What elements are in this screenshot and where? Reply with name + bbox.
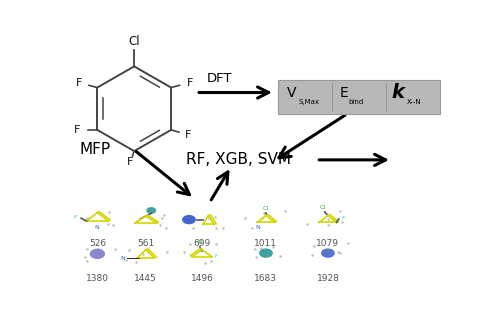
Text: F: F [76,77,82,87]
Text: Cl: Cl [320,205,326,210]
Text: MFP: MFP [80,143,111,157]
Circle shape [147,208,156,213]
Text: F: F [186,77,193,87]
Text: Cl: Cl [263,206,269,211]
Text: Cl: Cl [197,240,203,245]
Text: 1079: 1079 [316,239,340,248]
Text: S,Max: S,Max [299,99,320,105]
Circle shape [260,249,272,257]
Text: Cl: Cl [128,35,140,48]
Text: N: N [94,226,98,230]
Text: F: F [186,130,192,140]
Text: 1445: 1445 [134,274,157,283]
Text: F: F [342,216,345,221]
Text: 699: 699 [194,239,210,248]
Text: 1380: 1380 [86,274,109,283]
Text: F: F [214,254,218,259]
Text: X--N: X--N [406,99,421,105]
Circle shape [90,249,104,258]
Text: N: N [120,256,126,260]
Text: bind: bind [349,99,364,105]
Text: DFT: DFT [206,72,232,85]
Text: 1683: 1683 [254,274,278,283]
Text: 561: 561 [137,239,154,248]
Text: 1928: 1928 [316,274,340,283]
Text: E: E [340,86,348,100]
Text: k: k [392,83,405,102]
Circle shape [183,215,195,224]
Text: F: F [74,125,80,135]
Text: F: F [74,215,78,220]
Text: F: F [127,157,134,167]
Text: 526: 526 [89,239,106,248]
Circle shape [322,249,334,257]
Bar [278,80,440,114]
Text: 1011: 1011 [254,239,278,248]
Text: N: N [255,225,260,230]
Text: 1496: 1496 [190,274,214,283]
Text: V: V [287,86,297,100]
Text: RF, XGB, SVM: RF, XGB, SVM [186,152,292,168]
